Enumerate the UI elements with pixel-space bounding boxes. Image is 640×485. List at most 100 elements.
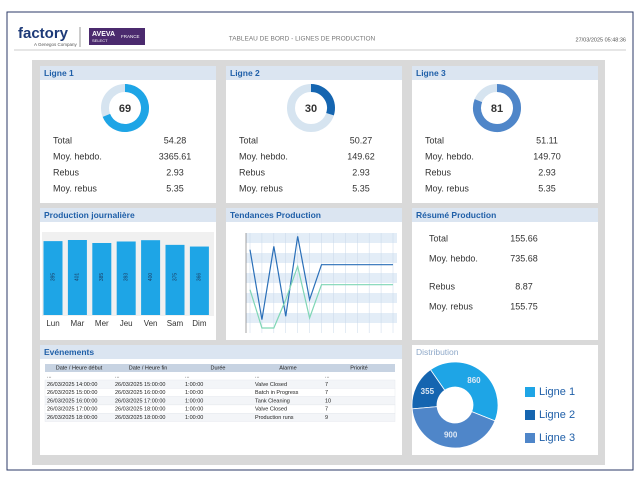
- table-cell: 26/03/2025 17:00:00: [47, 407, 97, 413]
- panel-header: [40, 66, 216, 80]
- panel-title: Résumé Production: [416, 210, 496, 220]
- timestamp: 27/03/2025 05:48:36: [576, 37, 626, 43]
- table-cell: 26/03/2025 16:00:00: [115, 390, 165, 396]
- table-row: [44, 396, 396, 406]
- filter-cell: ...: [115, 373, 120, 379]
- stat-label: Total: [429, 233, 448, 243]
- stat-value: 5.35: [166, 183, 184, 193]
- pie-slice: [429, 361, 499, 422]
- partner-sub: SELECT: [92, 38, 108, 43]
- stat-label: Moy. rebus: [53, 183, 97, 193]
- stat-label: Moy. rebus: [429, 301, 473, 311]
- table-cell: Valve Closed: [255, 407, 287, 413]
- column-header: Date / Heure fin: [129, 365, 168, 371]
- legend-label: Ligne 1: [539, 386, 575, 398]
- filter-cell: ...: [325, 373, 330, 379]
- bar: [165, 244, 185, 315]
- legend-swatch: [525, 433, 535, 443]
- bar-value-label: 385: [99, 273, 105, 282]
- bar-value-label: 393: [124, 273, 130, 282]
- table-row: [44, 379, 396, 389]
- panel-title: Ligne 1: [44, 68, 74, 78]
- table-cell: 10: [325, 398, 331, 404]
- stat-value: 2.93: [166, 167, 184, 177]
- x-tick-label: Jeu: [120, 319, 133, 328]
- stat-label: Total: [53, 135, 72, 145]
- x-tick-label: Lun: [46, 319, 59, 328]
- table-cell: 26/03/2025 14:00:00: [47, 382, 97, 388]
- x-tick-label: Mer: [95, 319, 109, 328]
- bar-value-label: 375: [172, 273, 178, 282]
- panel-header: [412, 208, 598, 222]
- table-cell: 1:00:00: [185, 398, 203, 404]
- table-cell: 7: [325, 407, 328, 413]
- stat-label: Moy. rebus: [239, 183, 283, 193]
- bar-value-label: 395: [50, 273, 56, 282]
- gauge-arc: [310, 84, 335, 116]
- table-cell: 1:00:00: [185, 382, 203, 388]
- gauge-arc: [102, 84, 149, 132]
- table-cell: Production runs: [255, 415, 294, 421]
- stat-label: Moy. hebdo.: [429, 253, 478, 263]
- table-cell: 9: [325, 415, 328, 421]
- panel: [412, 208, 598, 340]
- logo-tagline: A Genegos Company: [34, 42, 78, 47]
- gauge-value: 30: [305, 103, 317, 115]
- bar-value-label: 366: [197, 273, 203, 282]
- table-cell: 26/03/2025 15:00:00: [115, 382, 165, 388]
- stat-value: 2.93: [538, 167, 556, 177]
- table-cell: 26/03/2025 18:00:00: [47, 415, 97, 421]
- partner-region: FRANCE: [121, 34, 140, 39]
- slice-label: 355: [421, 387, 435, 396]
- stat-label: Moy. hebdo.: [53, 151, 102, 161]
- table-cell: 1:00:00: [185, 407, 203, 413]
- page-title: TABLEAU DE BORD - LIGNES DE PRODUCTION: [229, 36, 376, 43]
- x-tick-label: Sam: [167, 319, 184, 328]
- partner-name: AVEVA: [92, 31, 115, 38]
- stat-value: 155.66: [510, 233, 538, 243]
- gauge-arc: [473, 84, 521, 132]
- bar: [116, 241, 136, 315]
- table-cell: 26/03/2025 18:00:00: [115, 407, 165, 413]
- table-cell: 26/03/2025 18:00:00: [115, 415, 165, 421]
- table-cell: Tank Cleaning: [255, 398, 290, 404]
- filter-cell: ...: [47, 373, 52, 379]
- column-header: Durée: [211, 365, 226, 371]
- stat-value: 54.28: [164, 135, 187, 145]
- stat-value: 5.35: [352, 183, 370, 193]
- stat-value: 51.11: [536, 135, 558, 145]
- table-row: [44, 413, 396, 422]
- table-cell: Batch in Progress: [255, 390, 299, 396]
- stat-label: Total: [425, 135, 444, 145]
- logo: factory: [18, 25, 69, 42]
- stat-label: Moy. rebus: [425, 183, 469, 193]
- legend-label: Ligne 3: [539, 432, 575, 444]
- panel-header: [412, 66, 598, 80]
- stat-label: Moy. hebdo.: [425, 151, 474, 161]
- stat-label: Moy. hebdo.: [239, 151, 288, 161]
- stat-value: 5.35: [538, 183, 556, 193]
- table-cell: 7: [325, 390, 328, 396]
- legend-label: Ligne 2: [539, 409, 575, 421]
- x-tick-label: Ven: [144, 319, 158, 328]
- panel-header: [40, 208, 216, 222]
- bar: [67, 240, 87, 315]
- table-cell: Valve Closed: [255, 382, 287, 388]
- stat-value: 50.27: [350, 135, 373, 145]
- trend-line: [249, 236, 393, 320]
- bar: [43, 241, 63, 315]
- stat-value: 149.70: [533, 151, 561, 161]
- column-header: Alarme: [279, 365, 296, 371]
- stat-value: 149.62: [347, 151, 375, 161]
- trend-line: [249, 264, 393, 329]
- legend-swatch: [525, 387, 535, 397]
- column-header: Priorité: [350, 365, 367, 371]
- stat-value: 735.68: [510, 253, 538, 263]
- panel-title: Distribution: [416, 347, 459, 357]
- stat-value: 8.87: [515, 281, 533, 291]
- bar-value-label: 400: [148, 273, 154, 282]
- filter-cell: ...: [255, 373, 260, 379]
- stat-value: 2.93: [352, 167, 370, 177]
- panel-header: [40, 345, 402, 359]
